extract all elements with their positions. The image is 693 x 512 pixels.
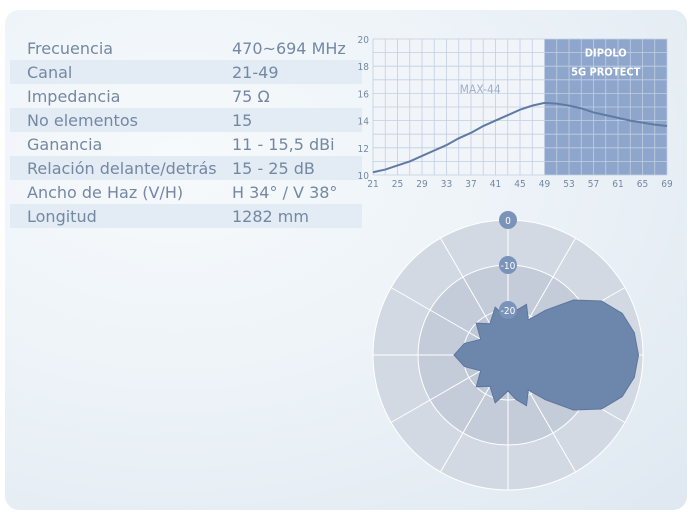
x-tick-label: 45: [514, 179, 525, 190]
x-tick-label: 25: [392, 179, 403, 190]
ring-marker: [499, 301, 517, 319]
y-tick-label: 18: [358, 62, 370, 73]
ring-label: 0: [505, 216, 511, 227]
spec-label: Ancho de Haz (V/H): [27, 182, 184, 202]
spec-value: 15: [232, 110, 253, 130]
ring-marker: [499, 211, 517, 229]
spec-row: Relación delante/detrás 15 - 25 dB: [10, 156, 362, 180]
y-tick-label: 10: [358, 171, 370, 182]
spec-value: 75 Ω: [232, 86, 270, 106]
spec-label: Ganancia: [27, 134, 103, 154]
spec-value: 11 - 15,5 dBi: [232, 134, 335, 154]
x-tick-label: 49: [539, 179, 551, 190]
spec-value: 470~694 MHz: [232, 38, 346, 58]
x-tick-label: 21: [367, 179, 378, 190]
spec-row: Canal 21-49: [10, 60, 362, 84]
x-tick-label: 29: [416, 179, 428, 190]
zone-label: DIPOLO: [585, 47, 627, 60]
spec-label: Longitud: [27, 206, 97, 226]
radiation-pattern: [453, 299, 640, 411]
x-tick-label: 65: [637, 179, 648, 190]
spec-label: Relación delante/detrás: [27, 158, 217, 178]
spec-row: Ancho de Haz (V/H) H 34° / V 38°: [10, 180, 362, 204]
ring-label: -10: [501, 261, 516, 272]
x-tick-label: 37: [465, 179, 476, 190]
x-tick-label: 61: [612, 179, 623, 190]
spec-value: 1282 mm: [232, 206, 309, 226]
spec-row: Impedancia 75 Ω: [10, 84, 362, 108]
spec-value: H 34° / V 38°: [232, 182, 338, 202]
spec-row: Longitud 1282 mm: [10, 204, 362, 228]
spec-value: 21-49: [232, 62, 279, 82]
spec-row: Ganancia 11 - 15,5 dBi: [10, 132, 362, 156]
zone-label: 5G PROTECT: [571, 66, 641, 79]
y-tick-label: 20: [358, 35, 370, 46]
spec-label: No elementos: [27, 110, 138, 130]
gain-curve: [372, 101, 668, 174]
spec-table: Frecuencia 470~694 MHz Canal 21-49 Impedan…: [10, 36, 362, 228]
x-tick-label: 41: [490, 179, 501, 190]
x-tick-label: 53: [563, 179, 574, 190]
spec-label: Frecuencia: [27, 38, 114, 58]
spec-label: Impedancia: [27, 86, 121, 106]
ring-marker: [499, 256, 517, 274]
spec-row: Frecuencia 470~694 MHz: [10, 36, 362, 60]
x-tick-label: 33: [441, 179, 452, 190]
spec-row: No elementos 15: [10, 108, 362, 132]
y-tick-label: 14: [358, 117, 370, 128]
y-tick-label: 16: [358, 89, 370, 100]
x-tick-label: 69: [661, 179, 673, 190]
x-tick-label: 57: [588, 179, 599, 190]
series-label: MAX-44: [460, 82, 501, 96]
ring-label: -20: [501, 306, 516, 317]
y-tick-label: 12: [358, 144, 369, 155]
spec-label: Canal: [27, 62, 73, 82]
spec-value: 15 - 25 dB: [232, 158, 315, 178]
